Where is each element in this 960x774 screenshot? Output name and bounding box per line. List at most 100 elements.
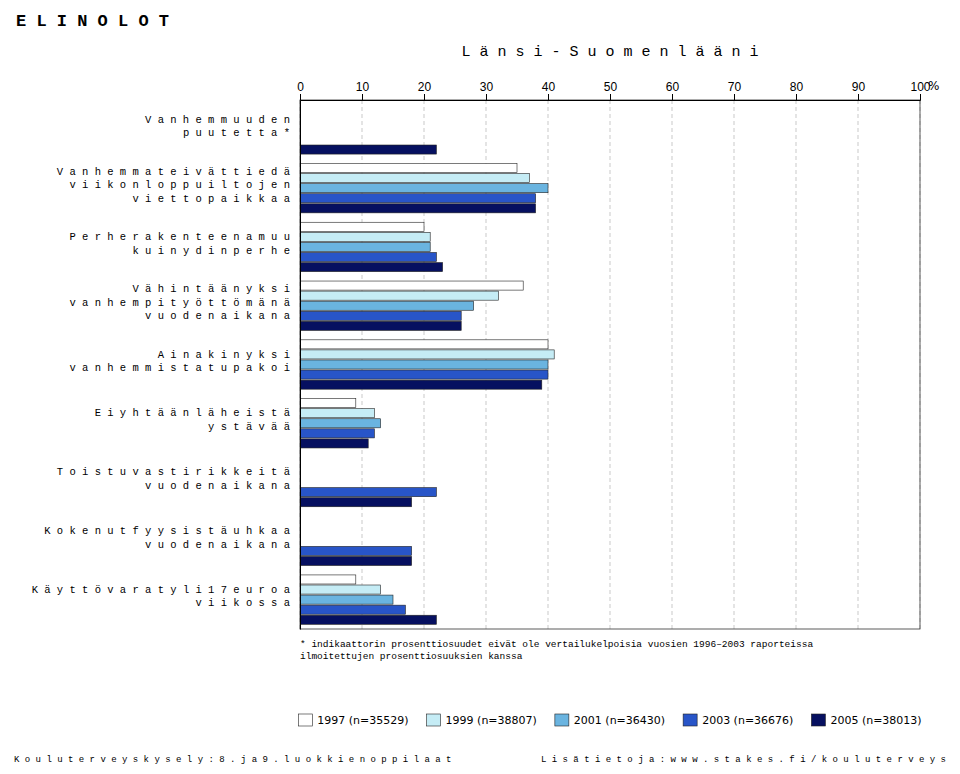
category-label: E i y h t ä ä n l ä h e i s t äy s t ä v… — [95, 407, 290, 433]
x-axis: 0102030405060708090100 — [297, 80, 931, 101]
category-label: T o i s t u v a s t i r i k k e i t ä v u… — [57, 466, 290, 492]
text-line: ilmoitettujen prosenttiosuuksien kanssa — [300, 651, 523, 662]
category-label: V a n h e m m a t e i v ä t t i e d äv i… — [57, 166, 290, 205]
bar-series — [300, 163, 548, 584]
bar — [300, 281, 523, 290]
tick-label: 0 — [297, 80, 304, 94]
tick: K o k e n u t f y y s i s t ä u h k a av… — [44, 525, 300, 551]
category-label: K o k e n u t f y y s i s t ä u h k a av… — [44, 525, 290, 551]
tick-mark — [858, 94, 859, 100]
bars — [300, 145, 554, 624]
title: L ä n s i - S u o m e n l ä ä n i — [461, 44, 758, 61]
bar — [300, 222, 424, 231]
tick: 10 — [356, 80, 370, 100]
grid-line — [796, 100, 797, 629]
bar — [300, 615, 436, 624]
text-line: * indikaattorin prosenttiosuudet eivät o… — [300, 639, 813, 650]
legend-swatch — [811, 714, 825, 726]
bar — [300, 360, 548, 369]
legend: 1997 (n=35529) 1999 (n=38807) 2001 (n=3643… — [298, 714, 921, 727]
bar — [300, 585, 381, 594]
text-line: P e r h e r a k e n t e e n a m u u — [69, 231, 290, 243]
tick: V a n h e m m u u d e np u u t e t t a * — [145, 114, 300, 140]
bar — [300, 419, 381, 428]
bar — [300, 409, 374, 418]
tick: V ä h i n t ä ä n y k s iv a n h e m p i… — [69, 283, 300, 322]
bar — [300, 575, 356, 584]
tick-label: 80 — [790, 80, 804, 94]
category-label: A i n a k i n y k s iv a n h e m m i s t… — [69, 349, 290, 375]
legend-item: 1997 (n=35529) — [298, 714, 408, 727]
tick-label: 40 — [542, 80, 556, 94]
tick: 30 — [480, 80, 494, 100]
tick: 70 — [728, 80, 742, 100]
tick-mark — [300, 94, 301, 100]
bar-series — [300, 145, 542, 624]
bar — [300, 350, 554, 359]
bar — [300, 498, 412, 507]
tick: 40 — [542, 80, 556, 100]
grid-line — [858, 100, 859, 629]
axis-line — [300, 101, 301, 630]
bar — [300, 399, 356, 408]
text-line: p u u t e t t a * — [183, 127, 290, 139]
text-line: K o k e n u t f y y s i s t ä u h k a a — [44, 525, 290, 537]
bar — [300, 242, 430, 251]
text-line: v i i k o n l o p p u i l t o j e n — [69, 179, 290, 191]
grid — [300, 100, 920, 629]
tick: 50 — [604, 80, 618, 100]
bar — [300, 429, 374, 438]
text-line: v i e t t o p a i k k a a — [132, 193, 290, 205]
tick-label: 10 — [356, 80, 370, 94]
bar — [300, 184, 548, 193]
legend-label: 2003 (n=36676) — [702, 714, 793, 727]
bar — [300, 488, 436, 497]
text-line: K ä y t t ö v a r a t y l i 1 7 e u r o … — [32, 584, 290, 596]
axis-line — [301, 94, 921, 101]
legend-item: 1999 (n=38807) — [427, 714, 537, 727]
text-line: v i i k o s s a — [195, 597, 290, 609]
tick: K ä y t t ö v a r a t y l i 1 7 e u r o … — [32, 584, 300, 610]
bar — [300, 263, 443, 272]
tick: 20 — [418, 80, 432, 100]
tick: P e r h e r a k e n t e e n a m u u k u i… — [69, 231, 300, 257]
text-line: y s t ä v ä ä — [208, 421, 290, 433]
category-label: V ä h i n t ä ä n y k s iv a n h e m p i… — [69, 283, 290, 322]
text-line: T o i s t u v a s t i r i k k e i t ä — [57, 466, 290, 478]
text-line: V ä h i n t ä ä n y k s i — [132, 283, 290, 295]
bar — [300, 301, 474, 310]
tick-mark — [796, 94, 797, 100]
text-line: A i n a k i n y k s i — [158, 349, 290, 361]
tick-mark — [672, 94, 673, 100]
legend-label: 2005 (n=38013) — [830, 714, 921, 727]
bar — [300, 232, 430, 241]
tick-mark — [734, 94, 735, 100]
legend-swatch — [298, 714, 312, 726]
legend-label: 1999 (n=38807) — [446, 714, 537, 727]
legend-swatch — [427, 714, 441, 726]
bar — [300, 439, 368, 448]
category-label: P e r h e r a k e n t e e n a m u u k u i… — [69, 231, 290, 257]
bar — [300, 340, 548, 349]
tick-label: 50 — [604, 80, 618, 94]
bar-series — [300, 174, 554, 595]
tick: 0 — [297, 80, 304, 100]
bar — [300, 204, 536, 213]
legend-label: 1997 (n=35529) — [317, 714, 408, 727]
legend-label: 2001 (n=36430) — [574, 714, 665, 727]
text-line: V a n h e m m u u d e n — [145, 114, 290, 126]
text-line: v u o d e n a i k a n a — [145, 310, 290, 322]
bar — [300, 291, 498, 300]
tick-label: 70 — [728, 80, 742, 94]
x-axis-label: % — [928, 79, 939, 93]
category-label: K ä y t t ö v a r a t y l i 1 7 e u r o … — [32, 584, 290, 610]
text-line: k u i n y d i n p e r h e — [132, 245, 290, 257]
tick-mark — [920, 94, 921, 100]
footnote: * indikaattorin prosenttiosuudet eivät o… — [300, 639, 813, 662]
text-line: v u o d e n a i k a n a — [145, 480, 290, 492]
source-note: K o u l u t e r v e y s k y s e l y : 8 … — [14, 755, 451, 765]
tick-label: 90 — [852, 80, 866, 94]
legend-item: 2003 (n=36676) — [683, 714, 793, 727]
tick: 90 — [852, 80, 866, 100]
category-label: V a n h e m m u u d e np u u t e t t a * — [145, 114, 290, 140]
